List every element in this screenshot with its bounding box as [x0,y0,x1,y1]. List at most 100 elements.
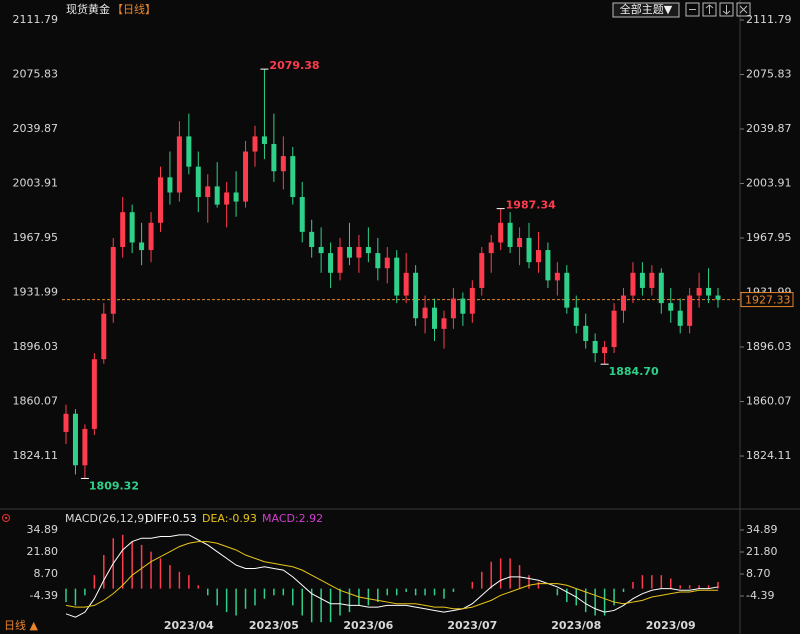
candle-body [403,272,409,296]
candle-body [120,212,126,248]
y-tick-label: 21.80 [27,545,59,558]
y-tick-label: 2003.91 [13,177,59,190]
candle-body [535,250,541,263]
candle-body [611,310,617,348]
last-price-label: 1927.33 [745,294,791,307]
indicator-icon[interactable] [2,514,10,522]
y-tick-label: 2039.87 [13,122,59,135]
candle-body [526,237,532,263]
y-tick-label-right: 8.70 [746,567,771,580]
candle-body [432,307,438,329]
last-price-box [740,292,794,308]
candle-body [110,247,116,314]
candle-body [441,318,447,329]
y-tick-label-right: 34.89 [746,523,778,536]
candle-body [195,166,201,198]
y-tick-label-right: 2075.83 [746,68,792,81]
candle-body [337,247,343,273]
legend-entry: MACD:2.92 [262,512,323,525]
y-tick-label: -4.39 [30,589,58,602]
candle-body [649,272,655,288]
y-tick-label-right: 1824.11 [746,449,792,462]
y-tick-label-right: 1860.07 [746,395,792,408]
y-tick-label-right: 2111.79 [746,13,792,26]
candle-body [318,247,324,254]
legend-entry: DEA:-0.93 [202,512,257,525]
candle-body [621,295,627,311]
candle-body [630,272,636,296]
candle-body [290,156,296,198]
candle-body [365,247,371,254]
y-tick-label: 2111.79 [13,13,59,26]
candle-body [517,237,523,248]
icon-glyph [722,5,731,15]
candle-body [479,253,485,288]
candle-body [328,253,334,273]
candle-body [205,186,211,198]
candle-body [422,307,428,319]
candle-body [488,242,494,254]
candle-body [309,231,315,248]
period-switch[interactable]: 日线 ▲ [4,618,38,632]
y-tick-label: 1931.99 [13,286,59,299]
candle-body [280,156,286,172]
candle-body [167,177,173,193]
candle-body [91,359,97,429]
y-tick-label: 1896.03 [13,340,59,353]
candle-body [101,313,107,360]
candle-body [176,136,182,193]
candle-body [157,177,163,223]
candle-body [233,192,239,202]
candle-body [384,257,390,269]
candle-body [224,192,230,205]
candle-body [243,151,249,202]
icon-button[interactable] [719,2,734,17]
candle-body [299,197,305,232]
candle-body [82,428,88,466]
candle-body [63,413,69,432]
candle-body [564,272,570,308]
candle-body [394,257,400,296]
y-tick-label-right: -4.39 [746,589,774,602]
indicator-title: MACD(26,12,9) [65,512,149,525]
candle-body [356,247,362,258]
low-label: 1809.32 [89,479,139,492]
candle-body [148,222,154,251]
candle-body [573,307,579,326]
icon-glyph [739,5,748,14]
y-tick-label: 1860.07 [13,395,59,408]
y-tick-label: 8.70 [34,567,59,580]
indicator-line [65,541,718,610]
x-tick-label: 2023/08 [551,619,601,632]
chart-subtitle: 【日线】 [112,2,156,16]
candle-body [346,247,352,258]
x-tick-label: 2023/07 [447,619,497,632]
candle-body [545,250,551,281]
candle-body [139,242,145,251]
candle-body [72,413,78,466]
legend-entry: DIFF:0.53 [145,512,197,525]
candle-body [507,222,513,248]
indicator-icon-dot [4,516,8,520]
x-tick-label: 2023/06 [343,619,393,632]
candle-body [658,272,664,304]
candle-body [715,295,721,300]
candle-body [592,341,598,354]
icon-button[interactable] [702,2,717,17]
x-tick-label: 2023/05 [249,619,299,632]
icon-button[interactable] [736,2,751,17]
theme-button-label[interactable]: 全部主题▼ [620,2,673,16]
x-tick-label: 2023/04 [164,619,214,632]
theme-button[interactable] [612,2,680,18]
candle-body [554,272,560,281]
candle-body [413,272,419,319]
high-label: 2079.38 [269,59,319,72]
icon-glyph [705,4,714,14]
icon-button[interactable] [685,2,700,17]
candle-body [129,212,135,243]
candle-body [450,298,456,319]
candle-body [186,136,192,167]
y-tick-label: 1824.11 [13,449,59,462]
